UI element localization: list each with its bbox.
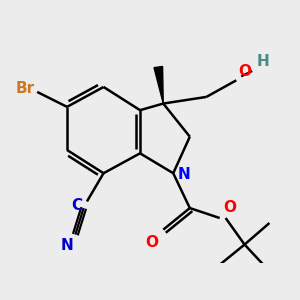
Text: Br: Br	[16, 81, 35, 96]
Text: C: C	[71, 198, 82, 213]
Text: N: N	[61, 238, 74, 253]
Text: O: O	[224, 200, 237, 215]
Text: N: N	[177, 167, 190, 182]
Text: O: O	[238, 64, 251, 79]
Text: O: O	[145, 235, 158, 250]
Polygon shape	[154, 67, 163, 103]
Text: H: H	[257, 54, 270, 69]
